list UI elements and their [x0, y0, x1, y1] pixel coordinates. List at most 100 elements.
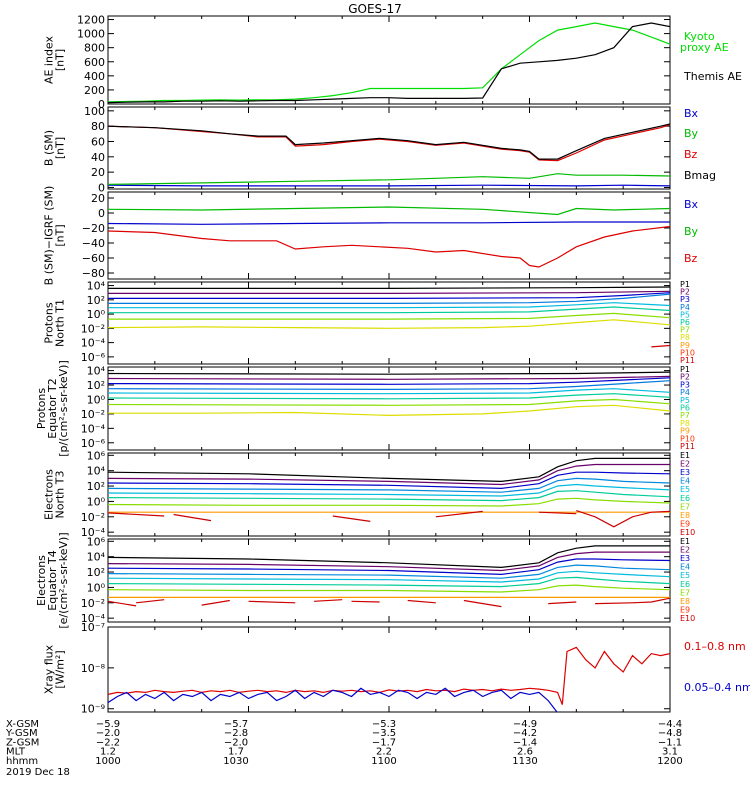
footer-value: 1100 — [371, 756, 396, 767]
series-line-e3 — [108, 558, 670, 576]
series-line-e10e — [538, 511, 577, 515]
y-tick-label: 10⁰ — [87, 581, 106, 594]
legend-label: Bmag — [684, 169, 716, 182]
y-tick-label: 10⁻² — [81, 322, 105, 335]
series-line-by — [108, 173, 670, 185]
panel-frame-4 — [107, 281, 671, 365]
legend-label: 0.1–0.8 nm — [684, 640, 746, 653]
y-tick-label: 10⁻⁴ — [81, 337, 106, 350]
legend-label: E4 — [680, 477, 690, 486]
legend-label: P6 — [680, 404, 690, 413]
y-tick-label: 1000 — [77, 28, 105, 41]
series-line-p3 — [108, 377, 670, 385]
legend-label: Bx — [684, 107, 699, 120]
footer-value: −1.7 — [372, 737, 396, 748]
legend-label: P11 — [680, 442, 695, 451]
legend-label: E4 — [680, 563, 690, 572]
legend-label: E7 — [680, 588, 690, 597]
y-tick-label: 10⁰ — [87, 495, 106, 508]
legend-label: E5 — [680, 485, 690, 494]
series-line-bx — [108, 221, 670, 225]
series-line-e2 — [108, 551, 670, 572]
series-line-e4 — [108, 477, 670, 493]
legend-label: P10 — [680, 348, 695, 357]
footer-value: −1.4 — [513, 737, 537, 748]
y-tick-label: 40 — [91, 151, 105, 164]
footer-value: 3.1 — [662, 747, 678, 758]
series-line-p2 — [108, 375, 670, 380]
series-line-p4 — [108, 380, 670, 390]
series-line-e10a — [108, 512, 165, 517]
footer-value: 1030 — [223, 756, 248, 767]
series-line-e7 — [108, 584, 670, 593]
series-line-e10i — [548, 601, 577, 605]
legend-label: E9 — [680, 605, 690, 614]
footer-value: 1000 — [95, 756, 120, 767]
footer-value: 2.2 — [376, 747, 392, 758]
legend-label: P9 — [680, 341, 690, 350]
series-line-e2 — [108, 463, 670, 486]
footer-value: −4.8 — [658, 728, 682, 739]
footer-value: −5.7 — [224, 719, 248, 730]
y-axis-label: Xray flux — [43, 644, 56, 694]
footer-value: −1.1 — [658, 737, 682, 748]
y-axis-label: [nT] — [54, 49, 67, 71]
legend-label: 0.05–0.4 nm — [684, 681, 750, 694]
footer-row-label: hhmm — [6, 756, 38, 767]
y-tick-label: 10² — [87, 566, 105, 579]
panel-frame-3 — [107, 191, 671, 280]
legend-label: By — [684, 225, 699, 238]
footer-row-label: Y-GSM — [5, 728, 38, 739]
series-line-e10j — [595, 597, 670, 605]
series-line-0-1-0-8-nm — [108, 646, 670, 705]
series-line-e10c — [201, 599, 230, 606]
series-line-p2 — [108, 290, 670, 294]
series-line-p5 — [108, 302, 670, 309]
legend-label: P6 — [680, 318, 690, 327]
series-line-p4 — [108, 293, 670, 304]
series-line-p7 — [108, 398, 670, 406]
legend-label: P1 — [680, 280, 690, 289]
y-axis-label: Equator T4 — [46, 550, 59, 610]
series-line-p8 — [108, 404, 670, 417]
y-axis-label: Electrons — [35, 555, 48, 606]
y-tick-label: −80 — [82, 267, 105, 280]
y-tick-label: 10⁻⁴ — [81, 612, 106, 625]
footer-row-label: Z-GSM — [6, 737, 39, 748]
footer-value: 1200 — [657, 756, 682, 767]
legend-label: P4 — [680, 303, 690, 312]
legend-label: E2 — [680, 460, 690, 469]
legend-label: By — [684, 127, 699, 140]
legend-label: P5 — [680, 396, 690, 405]
legend-label: Bz — [684, 252, 698, 265]
footer-value: −2.0 — [96, 728, 120, 739]
y-axis-label: [W/m²] — [54, 650, 67, 688]
y-axis-label: [p/(cm²-s-sr-keV)] — [57, 360, 70, 457]
y-axis-label: [nT] — [54, 224, 67, 246]
y-tick-label: 20 — [91, 166, 105, 179]
legend-label: E10 — [680, 528, 695, 537]
footer-value: −2.2 — [96, 737, 120, 748]
y-tick-label: −20 — [82, 222, 105, 235]
y-tick-label: 100 — [84, 105, 105, 118]
y-tick-label: 10⁴ — [87, 365, 106, 378]
y-tick-label: 0 — [98, 181, 105, 194]
series-line-e10b — [136, 599, 165, 604]
panel-frame-1 — [107, 15, 671, 105]
legend-label: E7 — [680, 502, 690, 511]
y-tick-label: 10² — [87, 480, 105, 493]
panel-frame-7 — [107, 538, 671, 623]
footer-value: 1.7 — [228, 747, 244, 758]
y-tick-label: 800 — [84, 42, 105, 55]
series-line-e10d — [248, 600, 296, 604]
legend-label: P11 — [680, 356, 695, 365]
y-tick-label: 400 — [84, 70, 105, 83]
y-tick-label: 10⁴ — [87, 551, 106, 564]
series-line-e10a — [108, 600, 137, 607]
y-tick-label: 10⁻⁸ — [81, 662, 106, 675]
legend-label: P3 — [680, 380, 690, 389]
y-tick-label: 10² — [87, 379, 105, 392]
footer-row-label: MLT — [6, 747, 26, 758]
panel-frame-8 — [107, 626, 671, 713]
